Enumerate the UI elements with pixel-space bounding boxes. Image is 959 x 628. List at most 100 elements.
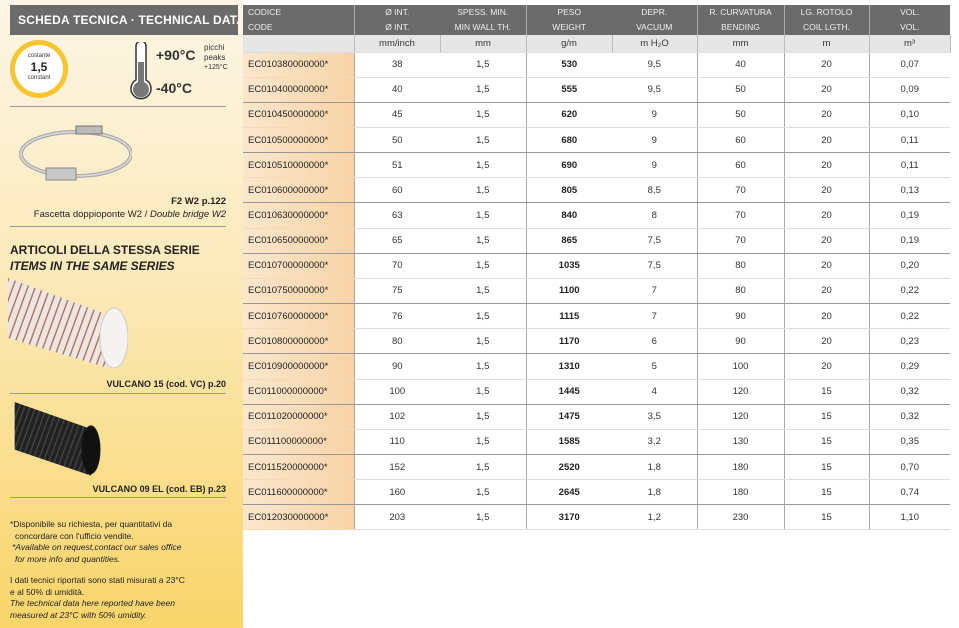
data-cell: 0,19 [869, 202, 950, 229]
divider [10, 226, 226, 227]
data-cell: 65 [354, 228, 440, 254]
data-cell: 0,23 [869, 328, 950, 355]
table-row: EC010500000000* 50 1,5 680 9 60 20 0,11 [243, 127, 950, 154]
note-it: *Disponibile su richiesta, per quantitat… [10, 519, 173, 529]
data-cell: 45 [354, 102, 440, 128]
data-cell: 1,5 [440, 52, 527, 78]
measure-note-en-2: measured at 23°C with 50% umidity. [10, 609, 147, 620]
data-cell: 3,2 [612, 429, 698, 456]
data-cell: 0,74 [869, 479, 950, 506]
related-item-vulcano-15[interactable]: VULCANO 15 (cod. VC) p.20 [106, 379, 226, 389]
product-code-cell: EC011100000000* [243, 429, 355, 456]
data-cell: 60 [354, 177, 440, 204]
data-cell: 0,10 [869, 102, 950, 128]
data-cell: 90 [354, 353, 440, 380]
product-code-cell: EC010800000000* [243, 328, 355, 355]
data-cell: 100 [697, 353, 785, 380]
data-cell: 1445 [526, 379, 612, 405]
product-code-cell: EC010700000000* [243, 253, 355, 279]
data-cell: 20 [784, 328, 870, 355]
data-cell: 0,32 [869, 404, 950, 430]
divider [10, 106, 226, 107]
data-cell: 75 [354, 278, 440, 305]
data-cell: 0,32 [869, 379, 950, 405]
data-cell: 1585 [526, 429, 612, 456]
unit-cell: m H₂O [612, 35, 698, 53]
product-code-cell: EC010600000000* [243, 177, 355, 204]
data-cell: 0,29 [869, 353, 950, 380]
data-cell: 102 [354, 404, 440, 430]
column-header: VOL. [869, 5, 950, 20]
data-cell: 2645 [526, 479, 612, 506]
measure-note-en: The technical data here reported have be… [10, 598, 175, 608]
data-cell: 9,5 [612, 77, 698, 103]
data-cell: 20 [784, 253, 870, 279]
data-cell: 0,11 [869, 152, 950, 179]
column-header: DEPR. [612, 5, 698, 20]
data-cell: 1115 [526, 303, 612, 330]
table-row: EC011520000000* 152 1,5 2520 1,8 180 15 0,70 [243, 454, 950, 481]
thermometer-icon [130, 42, 152, 100]
accessory-desc-en: Double bridge W2 [149, 209, 226, 220]
data-cell: 1,5 [440, 127, 527, 154]
data-cell: 0,22 [869, 278, 950, 305]
data-cell: 0,35 [869, 429, 950, 456]
column-header: CODICE [243, 5, 355, 20]
divider [10, 393, 226, 394]
data-cell: 70 [697, 177, 785, 204]
data-cell: 1,5 [440, 504, 527, 531]
data-cell: 1,5 [440, 379, 527, 405]
data-cell: 1,5 [440, 102, 527, 128]
availability-note: *Disponibile su richiesta, per quantitat… [10, 519, 181, 565]
data-cell: 1,5 [440, 278, 527, 305]
data-cell: 0,11 [869, 127, 950, 154]
unit-cell: mm [440, 35, 527, 53]
product-code-cell: EC010400000000* [243, 77, 355, 103]
technical-data-table: CODICE Ø INT. SPESS. MIN. PESO DEPR. R. CURVA… [243, 5, 951, 531]
data-cell: 20 [784, 102, 870, 128]
note-en: *Available on request,contact our sales … [12, 542, 182, 552]
data-cell: 1,5 [440, 404, 527, 430]
data-cell: 76 [354, 303, 440, 330]
data-cell: 1,5 [440, 253, 527, 279]
data-cell: 50 [697, 102, 785, 128]
data-cell: 20 [784, 202, 870, 229]
table-row: EC011020000000* 102 1,5 1475 3,5 120 15 0,32 [243, 404, 950, 430]
data-cell: 40 [354, 77, 440, 103]
data-cell: 130 [697, 429, 785, 456]
data-cell: 690 [526, 152, 612, 179]
data-cell: 9 [612, 152, 698, 179]
table-row: EC011600000000* 160 1,5 2645 1,8 180 15 0,74 [243, 479, 950, 506]
column-header: WEIGHT [526, 20, 612, 35]
wall-thickness-badge: costante 1,5 constant [10, 40, 68, 98]
temp-min: -40°C [156, 80, 192, 96]
data-cell: 1100 [526, 278, 612, 305]
data-cell: 1,5 [440, 152, 527, 179]
data-cell: 20 [784, 228, 870, 254]
product-code-cell: EC010750000000* [243, 278, 355, 305]
header-row-it: CODICE Ø INT. SPESS. MIN. PESO DEPR. R. CURVA… [243, 5, 950, 20]
data-cell: 7 [612, 303, 698, 330]
units-row: mm/inch mm g/m m H₂O mm m m³ [243, 35, 951, 53]
column-header: VOL. [869, 20, 950, 35]
data-cell: 9 [612, 127, 698, 154]
vulcano-15-hose-image [8, 278, 128, 369]
data-cell: 15 [784, 479, 870, 506]
accessory-code: F2 W2 p.122 [171, 196, 226, 207]
accessory-desc-it: Fascetta doppioponte W2 / [33, 209, 150, 220]
data-cell: 70 [697, 202, 785, 229]
column-header: R. CURVATURA [697, 5, 785, 20]
data-cell: 1,5 [440, 479, 527, 506]
data-cell: 1475 [526, 404, 612, 430]
temp-peak-value: +125°C [204, 64, 228, 71]
table-row: EC010400000000* 40 1,5 555 9,5 50 20 0,09 [243, 77, 950, 103]
data-cell: 90 [697, 328, 785, 355]
column-header: SPESS. MIN. [440, 5, 527, 20]
table-row: EC010650000000* 65 1,5 865 7,5 70 20 0,19 [243, 228, 950, 254]
related-item-vulcano-09-el[interactable]: VULCANO 09 EL (cod. EB) p.23 [92, 484, 226, 494]
data-cell: 1035 [526, 253, 612, 279]
table-row: EC010700000000* 70 1,5 1035 7,5 80 20 0,20 [243, 253, 950, 279]
data-cell: 555 [526, 77, 612, 103]
data-cell: 8 [612, 202, 698, 229]
data-cell: 80 [697, 278, 785, 305]
